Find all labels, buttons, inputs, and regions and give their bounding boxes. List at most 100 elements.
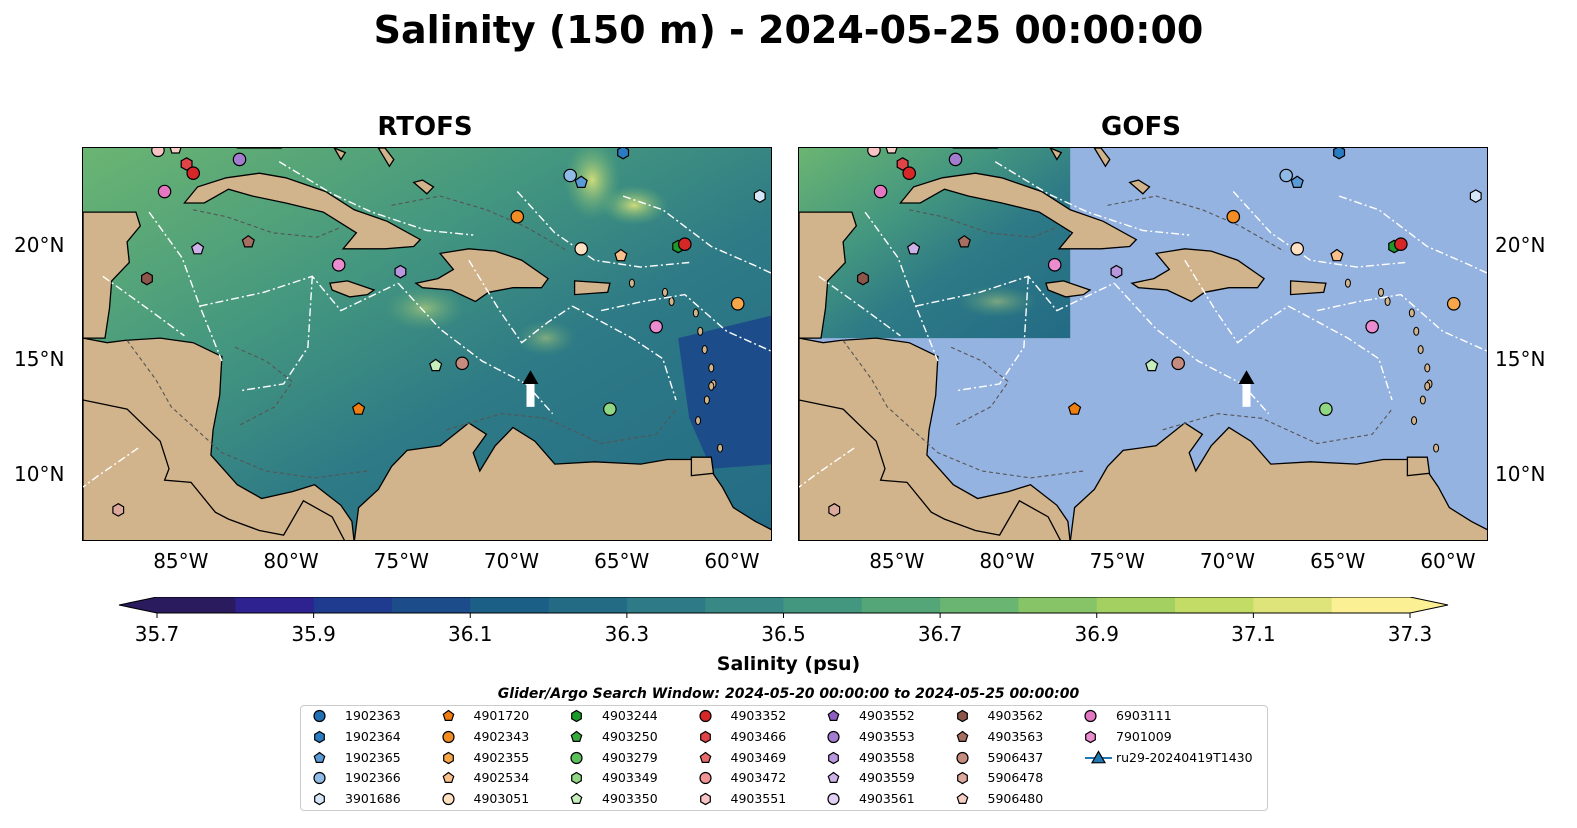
float-marker-9 (331, 258, 346, 272)
legend-marker-icon (827, 793, 840, 806)
land-bahamas3 (1128, 179, 1151, 195)
legend-marker-icon (827, 709, 840, 721)
island-0 (692, 308, 699, 318)
land-pacificCut (799, 399, 1061, 540)
float-marker-19 (1319, 402, 1333, 416)
legend-marker-icon (956, 730, 968, 742)
eez-line-0 (864, 211, 939, 362)
land-cuba (183, 172, 422, 250)
legend-marker-icon (314, 730, 325, 743)
legend-label: 4902534 (473, 770, 530, 786)
float-marker-2 (873, 184, 888, 199)
colorbar-swatch (235, 597, 315, 613)
land-cuba (899, 172, 1138, 250)
legend-label: 4901720 (473, 708, 530, 723)
float-marker-22 (1394, 237, 1408, 252)
float-marker-8 (351, 402, 366, 415)
legend-label: 1902366 (345, 770, 401, 786)
eez-line-3 (1113, 282, 1270, 415)
float-marker-17 (1333, 148, 1346, 160)
float-marker-23 (730, 296, 745, 311)
land-bahamas1 (333, 148, 347, 161)
salinity-max-c (384, 286, 465, 331)
eez-line-2 (955, 276, 1029, 392)
island-5 (703, 395, 710, 405)
rtofs-map (82, 147, 772, 541)
land-hispaniola (1130, 248, 1266, 303)
eez-line-8 (278, 161, 474, 236)
bathymetry-contour-0 (842, 340, 1084, 479)
lat-tick-label: 10°N (1495, 461, 1546, 486)
island-2 (1417, 345, 1424, 355)
legend-label: 4903561 (859, 791, 915, 807)
float-marker-18 (614, 248, 628, 262)
island-8 (1377, 287, 1384, 297)
legend-marker-icon (441, 793, 455, 806)
figure-title: Salinity (150 m) - 2024-05-25 00:00:00 (373, 8, 1204, 52)
land-southAmerica (1069, 422, 1487, 540)
colorbar-tick-label: 35.9 (291, 622, 336, 646)
legend-marker-icon (570, 730, 583, 742)
glider-track (1242, 379, 1251, 407)
colorbar-tick-label: 36.3 (604, 622, 650, 646)
legend-label: 1902364 (345, 728, 401, 744)
island-9 (628, 278, 635, 288)
float-marker-23 (1446, 296, 1461, 311)
land-bahamas2 (377, 148, 395, 168)
colorbar-tick-label: 36.7 (917, 622, 963, 646)
island-5 (1419, 395, 1426, 405)
float-marker-3 (190, 241, 205, 255)
eez-line-3 (397, 282, 554, 415)
colorbar-swatch (391, 597, 471, 613)
colorbar-swatch (157, 597, 236, 613)
eez-line-9 (1316, 293, 1487, 352)
land-puertoRico (1289, 280, 1327, 296)
salinity-max-a (957, 285, 1038, 318)
island-11 (717, 443, 724, 453)
colorbar-swatch (1175, 597, 1254, 613)
float-marker-6 (948, 152, 963, 167)
colorbar-swatch (1018, 597, 1098, 613)
legend-label: 4903559 (859, 770, 915, 786)
land-trinidad (1406, 456, 1431, 477)
eez-line-1 (915, 275, 1115, 312)
legend-marker-icon (698, 709, 712, 723)
colorbar-tick-label: 36.9 (1074, 622, 1120, 646)
float-marker-15 (574, 175, 588, 189)
legend-label: 4903352 (730, 708, 787, 723)
legend-marker-icon (956, 792, 968, 805)
colorbar-swatch (940, 597, 1020, 613)
colorbar-tick-label: 36.5 (761, 622, 806, 646)
lat-tick-label: 20°N (14, 232, 65, 257)
lon-tick-label: 75°W (373, 549, 429, 573)
bathymetry-contour-1 (234, 346, 294, 426)
legend-label: 4903558 (859, 749, 915, 765)
legend-label: 6903111 (1116, 708, 1172, 723)
legend-label: 5906480 (987, 791, 1044, 807)
land-yucatan (799, 211, 858, 339)
land-bahamas2 (1093, 148, 1111, 168)
legend-marker-icon (442, 751, 454, 764)
legend-marker-icon (1085, 730, 1096, 743)
eez-line-7 (1338, 195, 1487, 274)
eez-line-5 (1288, 305, 1393, 401)
lon-tick-label: 65°W (594, 549, 650, 573)
legend-label: 5906478 (987, 770, 1044, 786)
legend-label: 1902363 (345, 708, 401, 723)
legend-label: 3901686 (345, 791, 401, 807)
float-marker-0 (112, 503, 125, 517)
lon-tick-label: 85°W (153, 549, 209, 573)
bathymetry-contour-3 (909, 209, 1055, 238)
lon-tick-label: 75°W (1089, 549, 1145, 573)
island-6 (695, 416, 702, 426)
float-marker-22 (678, 237, 692, 252)
legend-marker-icon (313, 709, 326, 723)
colorbar-swatch (1331, 597, 1411, 613)
colorbar-swatch (861, 597, 941, 613)
float-marker-18 (1330, 248, 1344, 262)
legend-label: 4903250 (602, 728, 658, 744)
lat-tick-label: 15°N (1495, 347, 1546, 372)
panel-title-rtofs: RTOFS (377, 112, 473, 142)
legend-label: 7901009 (1116, 728, 1172, 744)
island-6 (1411, 416, 1418, 426)
